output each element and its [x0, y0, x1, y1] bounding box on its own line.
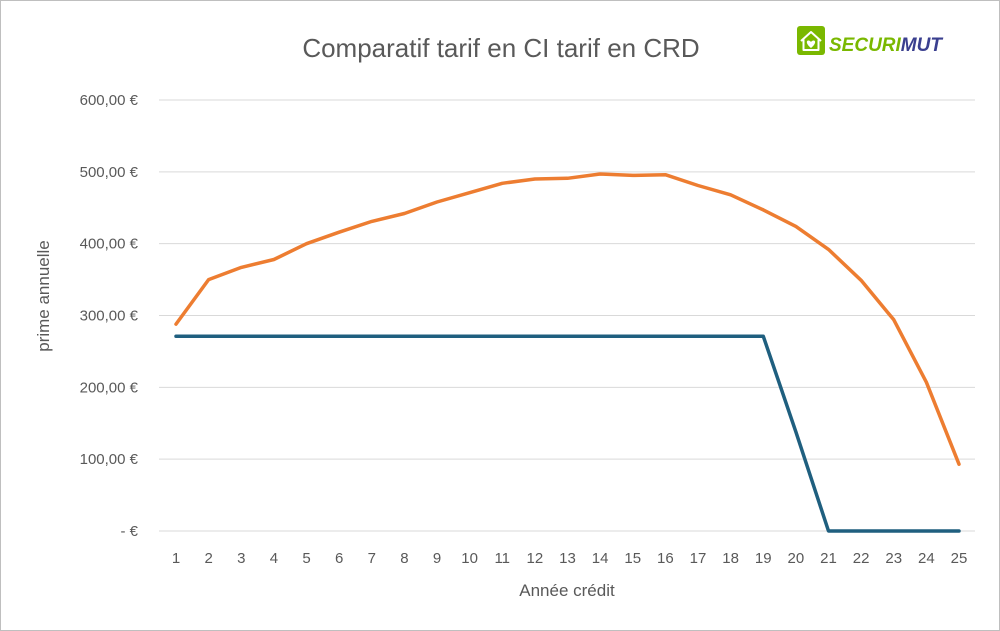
- x-tick-label: 14: [592, 550, 609, 567]
- securimut-logo: SECURIMUT: [797, 26, 943, 56]
- x-tick-label: 19: [755, 550, 772, 567]
- x-tick-label: 11: [494, 550, 510, 567]
- x-tick-label: 20: [788, 550, 805, 567]
- x-tick-label: 3: [237, 550, 245, 567]
- y-tick-label: 100,00 €: [80, 451, 139, 468]
- x-tick-label: 9: [433, 550, 441, 567]
- x-axis-label: Année crédit: [519, 581, 615, 600]
- y-tick-label: 500,00 €: [80, 164, 139, 181]
- house-heart-icon: [797, 26, 825, 55]
- series-line-2: [174, 334, 961, 533]
- gridlines: [159, 99, 975, 532]
- x-tick-labels: 1 2 3 4 5 6 7 8 9 10 11 12 13 14 15 16 17 18 19 20 21 22 23 24 2…: [172, 550, 968, 567]
- x-tick-label: 21: [820, 550, 837, 567]
- y-tick-labels: - € 100,00 € 200,00 € 300,00 € 400,00 € 500,0…: [80, 92, 139, 540]
- x-tick-label: 16: [657, 550, 674, 567]
- logo-text-securi: SECURI: [829, 35, 902, 56]
- x-tick-label: 12: [527, 550, 544, 567]
- logo-text-mut: MUT: [901, 35, 944, 56]
- x-tick-label: 15: [624, 550, 641, 567]
- x-tick-label: 6: [335, 550, 343, 567]
- y-tick-label: 600,00 €: [80, 92, 139, 109]
- x-tick-label: 1: [172, 550, 180, 567]
- x-tick-label: 2: [204, 550, 212, 567]
- y-tick-label: - €: [120, 523, 138, 540]
- y-tick-label: 200,00 €: [80, 379, 139, 396]
- x-tick-label: 24: [918, 550, 935, 567]
- y-tick-label: 400,00 €: [80, 236, 139, 253]
- x-tick-label: 5: [302, 550, 310, 567]
- y-tick-label: 300,00 €: [80, 308, 139, 325]
- x-tick-label: 22: [853, 550, 870, 567]
- x-tick-label: 25: [951, 550, 968, 567]
- x-tick-label: 23: [885, 550, 902, 567]
- series-lines: [174, 172, 961, 533]
- x-tick-label: 13: [559, 550, 576, 567]
- logo-text: SECURIMUT: [829, 35, 943, 56]
- y-axis-label: prime annuelle: [34, 240, 53, 352]
- x-tick-label: 4: [270, 550, 278, 567]
- chart-title: Comparatif tarif en CI tarif en CRD: [302, 33, 699, 63]
- x-tick-label: 7: [368, 550, 376, 567]
- x-tick-label: 8: [400, 550, 408, 567]
- series-line-1: [174, 172, 961, 466]
- x-tick-label: 10: [461, 550, 478, 567]
- x-tick-label: 17: [690, 550, 707, 567]
- x-tick-label: 18: [722, 550, 739, 567]
